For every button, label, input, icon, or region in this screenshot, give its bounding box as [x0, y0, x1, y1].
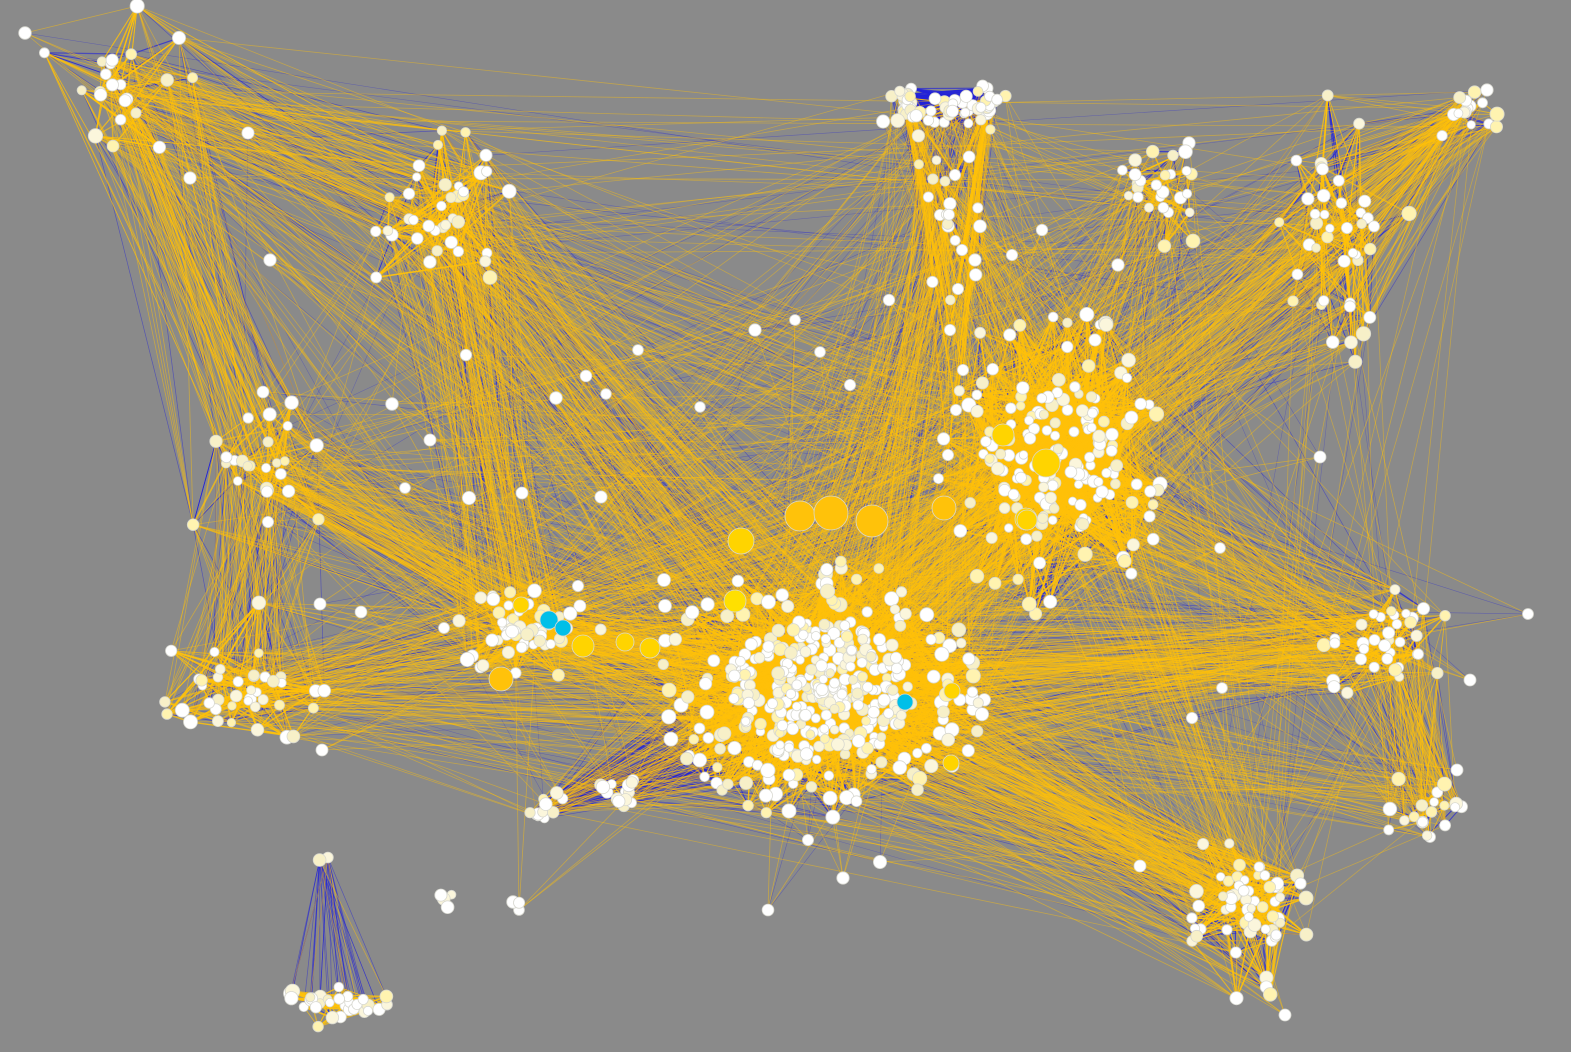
blue-edge — [465, 132, 842, 562]
blue-edge — [1152, 302, 1351, 505]
blue-edge — [1363, 113, 1498, 334]
blue-edge — [192, 441, 217, 525]
blue-edge — [856, 680, 1334, 802]
blue-edge — [131, 53, 442, 131]
blue-edge — [1128, 223, 1317, 361]
blue-edge — [131, 37, 180, 55]
blue-edge — [1039, 562, 1132, 574]
blue-edge — [44, 52, 132, 55]
blue-edge — [95, 135, 194, 525]
blue-edge — [225, 463, 314, 709]
blue-edge — [178, 37, 446, 226]
blue-edge — [1323, 97, 1460, 196]
blue-edge — [258, 445, 318, 603]
blue-edge — [936, 85, 983, 161]
blue-edge — [44, 52, 106, 75]
